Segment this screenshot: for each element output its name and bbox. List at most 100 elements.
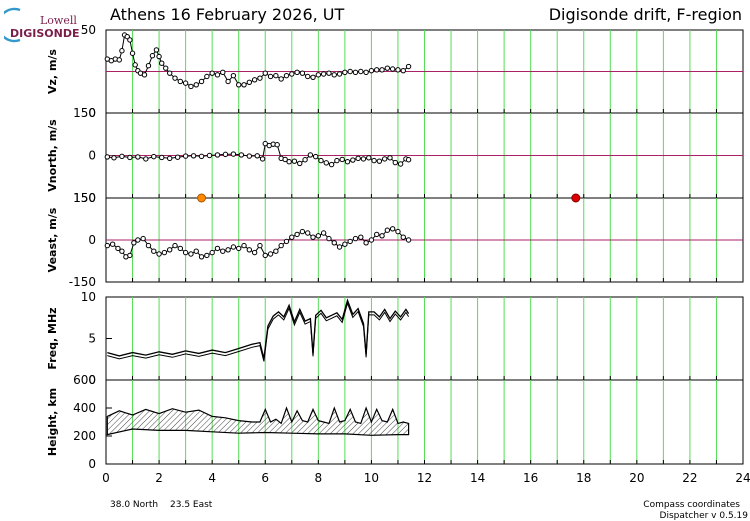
velocity-point — [119, 248, 125, 254]
velocity-point — [111, 155, 117, 161]
velocity-point — [119, 48, 125, 54]
velocity-point — [153, 47, 160, 53]
velocity-point — [159, 60, 165, 66]
velocity-point — [149, 53, 156, 59]
velocity-point — [384, 227, 391, 233]
velocity-point — [366, 155, 372, 161]
velocity-point — [320, 71, 327, 77]
velocity-point — [246, 247, 253, 253]
y-tick-label: 0 — [88, 457, 96, 471]
velocity-point — [334, 157, 340, 164]
velocity-point — [190, 153, 197, 159]
velocity-point — [344, 159, 351, 165]
x-tick-label: 6 — [261, 471, 269, 485]
velocity-point — [336, 71, 343, 77]
logo-line2: DIGISONDE — [10, 27, 79, 40]
velocity-point — [230, 72, 237, 79]
velocity-point — [282, 156, 288, 163]
velocity-point — [405, 157, 412, 163]
velocity-point — [297, 160, 303, 167]
velocity-point — [129, 50, 136, 56]
velocity-point — [156, 251, 162, 257]
velocity-point — [127, 154, 133, 161]
velocity-point — [307, 152, 314, 158]
y-tick-label: 0 — [88, 233, 96, 247]
y-axis-label: Veast, m/s — [46, 207, 59, 272]
velocity-point — [310, 234, 316, 240]
velocity-point — [135, 237, 141, 243]
x-tick-label: 4 — [208, 471, 216, 485]
velocity-point — [318, 157, 324, 164]
velocity-point — [273, 248, 279, 254]
velocity-point — [156, 53, 162, 60]
velocity-point — [262, 252, 268, 259]
velocity-point — [254, 153, 260, 159]
velocity-point — [159, 154, 165, 161]
velocity-point — [127, 37, 133, 43]
velocity-point — [209, 249, 215, 256]
y-tick-label: -150 — [69, 275, 96, 289]
velocity-point — [363, 240, 369, 246]
y-tick-label: 0 — [88, 149, 96, 163]
panel-freq: 10 5 0 Freq, MHz — [46, 290, 744, 387]
velocity-point — [294, 231, 300, 238]
velocity-point — [204, 73, 210, 80]
velocity-point — [141, 72, 148, 78]
velocity-point — [299, 70, 306, 76]
velocity-point — [214, 152, 221, 158]
fof2-trace-lower — [107, 301, 410, 362]
velocity-point — [109, 241, 116, 247]
y-tick-label: 150 — [73, 106, 96, 120]
velocity-point — [145, 242, 152, 249]
velocity-point — [347, 238, 353, 245]
velocity-point — [350, 157, 356, 163]
velocity-point — [328, 161, 335, 168]
velocity-point — [381, 156, 388, 162]
velocity-point — [355, 155, 361, 162]
velocity-point — [182, 249, 189, 256]
velocity-point — [379, 67, 385, 73]
velocity-point — [299, 228, 306, 235]
velocity-point — [132, 62, 138, 68]
velocity-point — [278, 76, 284, 82]
velocity-point — [241, 242, 247, 249]
velocity-point — [206, 152, 213, 159]
velocity-point — [209, 70, 215, 76]
velocity-point — [310, 74, 316, 81]
velocity-point — [236, 82, 242, 88]
velocity-point — [342, 241, 348, 247]
velocity-point — [238, 152, 245, 158]
velocity-point — [214, 245, 221, 252]
y-tick-label: 150 — [73, 191, 96, 205]
y-axis-label: Freq, MHz — [46, 307, 59, 369]
y-axis-label: Height, km — [46, 388, 59, 456]
x-tick-label: 2 — [155, 471, 163, 485]
x-tick-label: 10 — [364, 471, 379, 485]
y-tick-label: 200 — [73, 429, 96, 443]
velocity-point — [360, 156, 367, 162]
velocity-point — [267, 251, 274, 257]
velocity-point — [323, 160, 329, 166]
velocity-point — [163, 65, 169, 71]
velocity-point — [267, 73, 274, 80]
velocity-point — [241, 82, 247, 88]
velocity-point — [347, 68, 353, 75]
velocity-point — [405, 237, 412, 243]
velocity-point — [167, 247, 173, 253]
velocity-point — [395, 67, 401, 73]
velocity-point — [273, 72, 279, 79]
x-tick-label: 14 — [470, 471, 485, 485]
velocity-point — [230, 151, 237, 157]
velocity-point — [392, 159, 399, 166]
velocity-point — [225, 247, 231, 253]
station-longitude: 23.5 East — [170, 500, 213, 510]
x-tick-label: 20 — [629, 471, 644, 485]
velocity-point — [116, 57, 122, 63]
velocity-point — [400, 234, 406, 240]
velocity-point — [246, 153, 253, 159]
velocity-point — [274, 142, 280, 148]
velocity-point — [286, 159, 292, 165]
y-tick-label: 50 — [81, 23, 96, 37]
